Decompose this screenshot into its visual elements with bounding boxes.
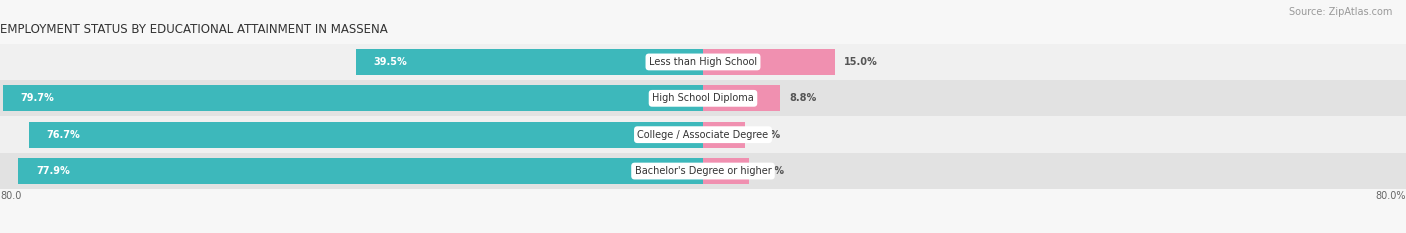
Bar: [703, 158, 749, 184]
Text: 8.8%: 8.8%: [789, 93, 817, 103]
Bar: [703, 85, 780, 111]
Text: 79.7%: 79.7%: [20, 93, 53, 103]
Text: Source: ZipAtlas.com: Source: ZipAtlas.com: [1288, 7, 1392, 17]
Bar: [0, 153, 1406, 189]
Text: 80.0: 80.0: [0, 191, 21, 201]
Text: College / Associate Degree: College / Associate Degree: [637, 130, 769, 140]
Text: High School Diploma: High School Diploma: [652, 93, 754, 103]
Bar: [0, 44, 1406, 80]
Bar: [3, 85, 703, 111]
Bar: [356, 49, 703, 75]
Text: Less than High School: Less than High School: [650, 57, 756, 67]
Bar: [703, 122, 745, 148]
Text: 15.0%: 15.0%: [844, 57, 877, 67]
Text: 5.2%: 5.2%: [758, 166, 785, 176]
Text: 76.7%: 76.7%: [46, 130, 80, 140]
Bar: [0, 80, 1406, 116]
Bar: [0, 116, 1406, 153]
Text: 39.5%: 39.5%: [374, 57, 408, 67]
Bar: [30, 122, 703, 148]
Bar: [703, 49, 835, 75]
Text: Bachelor's Degree or higher: Bachelor's Degree or higher: [634, 166, 772, 176]
Text: 80.0%: 80.0%: [1375, 191, 1406, 201]
Text: 77.9%: 77.9%: [37, 166, 70, 176]
Text: 4.8%: 4.8%: [754, 130, 782, 140]
Text: EMPLOYMENT STATUS BY EDUCATIONAL ATTAINMENT IN MASSENA: EMPLOYMENT STATUS BY EDUCATIONAL ATTAINM…: [0, 24, 388, 37]
Bar: [18, 158, 703, 184]
